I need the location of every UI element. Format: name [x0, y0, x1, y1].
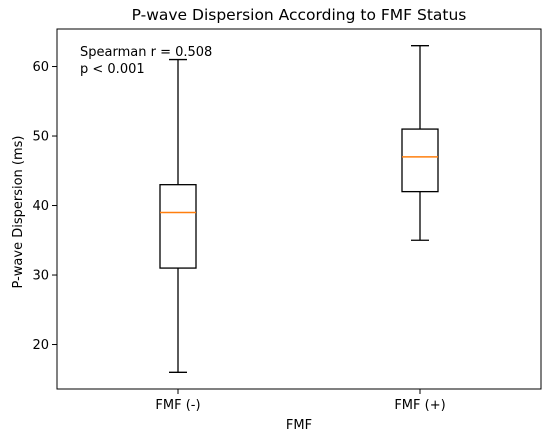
y-tick-label-20: 20: [32, 338, 49, 353]
annotation-line-2: p < 0.001: [80, 62, 145, 77]
x-tick-label-1: FMF (-): [155, 398, 200, 413]
y-tick-label-50: 50: [32, 130, 49, 145]
chart-title: P-wave Dispersion According to FMF Statu…: [132, 6, 467, 24]
y-tick-label-60: 60: [32, 60, 49, 75]
x-axis-label: FMF: [286, 418, 312, 433]
annotation-line-1: Spearman r = 0.508: [80, 45, 212, 60]
y-axis-label: P-wave Dispersion (ms): [11, 136, 26, 289]
box-2-iqr: [401, 128, 439, 193]
box-1-iqr: [159, 184, 197, 269]
y-tick-label-40: 40: [32, 199, 49, 214]
plot-area: 20 30 40 50 60 FMF (-) FMF (+): [32, 28, 542, 413]
axes-frame: [56, 28, 542, 390]
y-tick-label-30: 30: [32, 269, 49, 284]
x-tick-label-2: FMF (+): [394, 398, 445, 413]
